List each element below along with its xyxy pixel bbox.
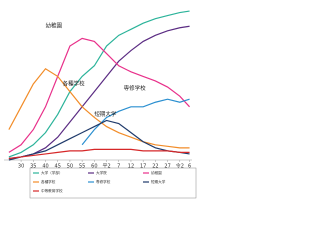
x-tick-label: 平2 <box>102 164 110 170</box>
annotation: 各種学校 <box>63 80 86 88</box>
x-tick-label: 40 <box>42 164 48 170</box>
series-line <box>8 119 190 161</box>
x-tick-label: 35 <box>30 164 36 170</box>
x-tick-label: 17 <box>140 164 146 170</box>
x-tick-label: 45 <box>55 164 61 170</box>
annotation: 短期大学 <box>94 110 117 118</box>
annotation: 専修学校 <box>124 84 147 92</box>
x-tick-label: 7 <box>117 164 120 170</box>
legend-label: 中等教育学校 <box>41 188 63 193</box>
x-tick-label: 12 <box>128 164 134 170</box>
x-tick-label: 60 <box>91 164 97 170</box>
x-tick-label: 22 <box>152 164 158 170</box>
x-tick-label: 30 <box>18 164 24 170</box>
legend-label: 専修学校 <box>96 179 111 184</box>
series-line <box>8 10 190 158</box>
legend-box <box>29 167 197 199</box>
legend-label: 短期大学 <box>151 179 166 184</box>
legend-label: 各種学校 <box>41 179 56 184</box>
series-line <box>8 37 191 153</box>
x-tick-label: 55 <box>79 164 85 170</box>
legend-label: 幼稚園 <box>151 170 162 175</box>
series-line <box>81 98 190 146</box>
legend-label: 大学（学部） <box>41 170 63 175</box>
x-tick-label: 令2 <box>176 163 184 170</box>
series-line <box>8 25 190 160</box>
x-tick-label: 6 <box>188 164 191 170</box>
chart: 30 35 40 45 50 55 60 平2 7 12 17 22 27 令2 6幼稚園各種学校専修学校短… <box>4 10 197 199</box>
annotation: 幼稚園 <box>46 22 63 30</box>
series-line <box>8 68 190 149</box>
x-tick-label: 50 <box>67 164 73 170</box>
legend-label: 大学院 <box>96 170 107 175</box>
x-tick-label: 27 <box>164 164 170 170</box>
series-line <box>8 148 190 160</box>
